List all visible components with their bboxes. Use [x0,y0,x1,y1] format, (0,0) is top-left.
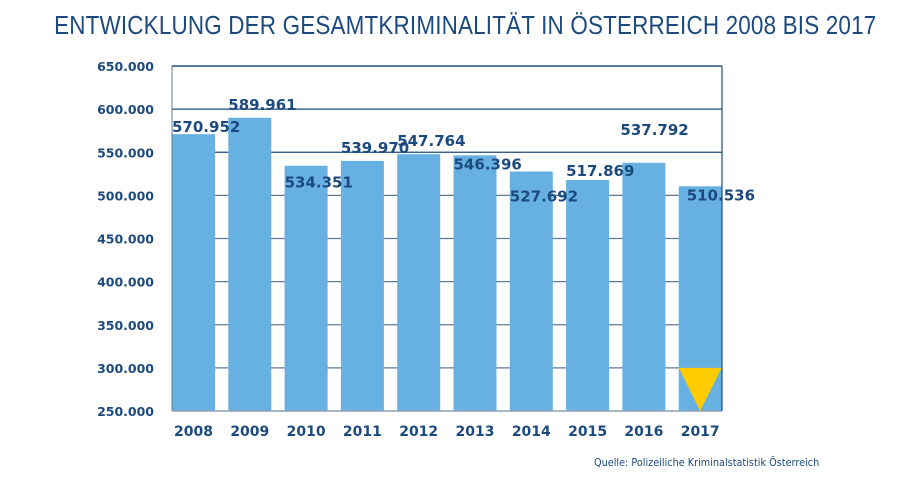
x-tick-label: 2017 [681,424,720,440]
y-tick-label: 550.000 [97,145,154,160]
y-tick-label: 300.000 [97,361,154,376]
bar-2009 [228,117,272,412]
highlight-marker [678,367,722,411]
x-tick-label: 2012 [399,424,438,440]
data-label-2016: 537.792 [620,121,688,139]
bar-2013 [453,155,497,411]
bar-2008 [172,134,215,411]
data-label-2015: 517.869 [566,162,634,180]
x-tick-label: 2010 [287,424,326,440]
data-label-2013: 546.396 [454,155,522,173]
x-tick-label: 2009 [230,424,269,440]
bar-2015 [566,179,610,411]
chart-title: ENTWICKLUNG DER GESAMTKRIMINALITÄT IN ÖS… [54,12,877,40]
y-tick-label: 400.000 [97,275,154,290]
decrease-triangle-icon [678,367,722,411]
source-note: Quelle: Polizeiliche Kriminalstatistik Ö… [594,456,820,469]
data-label-2017: 510.536 [687,186,755,204]
x-axis-ticks: 2008 2009 2010 2011 2012 2013 2014 2015 2016 2017 [174,424,720,440]
x-tick-label: 2014 [512,424,551,440]
data-label-2011: 539.970 [341,139,409,157]
y-tick-label: 500.000 [97,188,154,203]
data-label-2009: 589.961 [228,96,296,114]
y-tick-label: 600.000 [97,102,154,117]
data-label-2014: 527.692 [510,187,578,205]
data-label-2012: 547.764 [397,132,465,150]
data-label-2010: 534.351 [285,174,353,192]
bar-2014 [509,171,553,411]
y-tick-label: 350.000 [97,318,154,333]
bar-2012 [397,154,441,412]
y-tick-label: 450.000 [97,232,154,247]
x-tick-label: 2016 [624,424,663,440]
plot-frame [171,65,723,412]
x-tick-label: 2011 [343,424,382,440]
x-tick-label: 2015 [568,424,607,440]
bar-2016 [622,162,666,411]
y-axis-ticks: 250.000 300.000 350.000 400.000 450.000 500.0… [97,59,154,419]
y-tick-label: 650.000 [97,59,154,74]
bar-2010 [284,165,328,411]
data-label-2008: 570.952 [172,118,240,136]
x-tick-label: 2008 [174,424,213,440]
x-tick-label: 2013 [456,424,495,440]
y-tick-label: 250.000 [97,404,154,419]
bar-2011 [340,160,384,411]
bars [172,117,722,412]
